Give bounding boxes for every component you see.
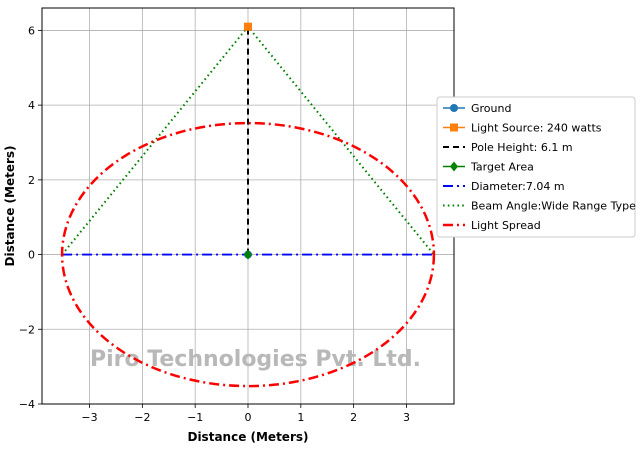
legend-box: [436, 96, 636, 238]
y-tick-label: 6: [28, 24, 35, 37]
y-tick-label: 2: [28, 174, 35, 187]
watermark-text: Piro Technologies Pvt. Ltd.: [90, 347, 421, 372]
y-axis-title: Distance (Meters): [3, 145, 17, 266]
x-tick-label: −3: [81, 411, 97, 424]
legend-label: Beam Angle:Wide Range Type III: [471, 200, 640, 213]
light-spread-ellipse: [60, 121, 436, 388]
x-tick-label: 1: [297, 411, 304, 424]
legend-label: Diameter:7.04 m: [471, 180, 565, 193]
y-tick-label: 4: [28, 99, 35, 112]
x-axis-title: Distance (Meters): [187, 430, 308, 444]
legend-swatch-marker: [450, 161, 458, 172]
y-tick-label: −2: [19, 323, 35, 336]
series-marker: [244, 249, 252, 260]
legend-label: Light Source: 240 watts: [471, 122, 602, 135]
y-tick-label: 0: [28, 249, 35, 262]
legend-label: Target Area: [470, 161, 534, 174]
legend-label: Ground: [471, 102, 511, 115]
legend-swatch-marker: [450, 123, 458, 132]
legend-label: Light Spread: [471, 219, 541, 232]
series-marker: [244, 22, 252, 31]
x-tick-label: 2: [350, 411, 357, 424]
x-tick-label: −1: [187, 411, 203, 424]
legend-swatch-marker: [450, 104, 458, 112]
legend-entries: Ground Light Source: 240 watts Pole Height…: [443, 102, 640, 232]
legend-label: Pole Height: 6.1 m: [471, 141, 573, 154]
x-tick-label: 0: [245, 411, 252, 424]
tick-layer: −3 −2 −1 0 1 2 3 −4 −2 0 2 4 6: [19, 24, 410, 424]
legend: Ground Light Source: 240 watts Pole Height…: [436, 96, 640, 238]
x-tick-label: 3: [403, 411, 410, 424]
y-tick-label: −4: [19, 398, 35, 411]
series-layer: [60, 22, 436, 388]
x-tick-label: −2: [134, 411, 150, 424]
